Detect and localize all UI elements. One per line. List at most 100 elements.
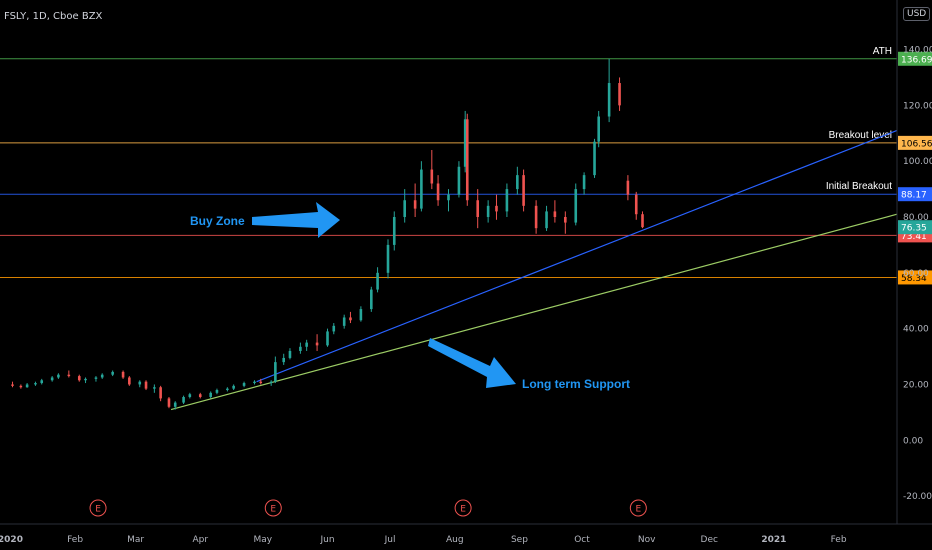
candle [326,328,329,347]
candle-body [167,398,171,407]
earnings-label: E [460,505,466,515]
candle [574,183,578,226]
level-annotation: ATH [873,46,892,57]
level-price-badge [898,270,932,285]
x-tick-label: May [254,535,273,545]
x-tick-label: Jul [384,535,396,545]
annotations: Buy Zone Long term Support [190,202,630,391]
level-price-label: 73.41 [901,232,927,242]
support-arrow [428,338,516,388]
candle-body [138,381,142,385]
candle [138,380,142,388]
trendlines [170,129,898,411]
x-tick-label: Sep [511,535,528,545]
y-tick-label: 60.00 [903,269,929,279]
candle-body [50,377,54,381]
candle [618,77,621,111]
candle [94,376,98,382]
candle [215,388,219,395]
candle [342,314,346,329]
candle-body [159,387,162,399]
candle [198,392,202,399]
candle-body [25,384,29,388]
y-tick-label: 140.00 [903,46,932,56]
candle-body [582,175,586,190]
candle [232,384,235,391]
candle-body [476,200,480,217]
candle-body [607,83,611,117]
y-tick-label: 40.00 [903,325,929,335]
candle [173,401,177,410]
candle-body [215,390,219,393]
candle-body [413,200,417,209]
candle-body [305,342,308,347]
candle [19,384,23,389]
candle-body [34,383,37,385]
candle [476,189,480,229]
candle [153,384,156,393]
candle [253,380,256,385]
candle [626,175,630,201]
candle-body [370,289,373,310]
candle [128,376,131,386]
candle-body [111,371,114,375]
earnings-label: E [270,505,276,515]
candle [486,200,490,223]
candle-body [593,141,596,176]
candle [457,161,461,198]
candle [495,194,498,220]
candle-body [315,342,319,346]
candle-body [332,325,336,332]
x-tick-label: Nov [638,535,656,545]
candle [403,189,406,223]
candle [209,391,212,399]
x-tick-label: Apr [192,535,208,545]
candle [593,138,596,178]
candle-body [326,331,329,346]
candle [436,175,440,206]
candle [447,189,450,212]
candle-body [436,183,440,201]
currency-badge[interactable]: USD [903,7,931,21]
candle-body [463,119,467,167]
candle-body [534,205,538,229]
candle-body [100,374,104,378]
candle [167,397,171,409]
candle [553,200,557,223]
candle-body [564,216,567,223]
candle [50,376,54,382]
candle [392,211,396,251]
candle [121,370,125,379]
candle-body [84,378,87,381]
horizontal-levels: 136.69 ATH 106.56 Breakout level 88.17 Initia… [0,46,932,285]
candle-body [173,402,177,407]
candle-body [282,357,286,363]
candle [111,370,114,377]
candle [40,378,44,385]
candle-body [447,194,450,201]
candle-body [522,175,525,206]
candle-body [232,385,235,389]
candle-body [420,169,423,209]
level-price-badge [898,187,932,202]
last-price-badge [898,220,932,235]
level-annotation: Breakout level [829,130,892,141]
candle [77,374,81,382]
level-price-label: 136.69 [901,55,932,65]
candle [188,392,192,399]
candle-body [505,189,509,212]
trendline [256,129,898,383]
x-tick-label: Mar [127,535,144,545]
earnings-label: E [95,505,101,515]
candle [634,191,638,220]
earnings-label: E [635,505,641,515]
candle [67,370,71,378]
candle [376,267,379,293]
candle [413,183,417,217]
candle [100,373,104,379]
trendline [170,213,898,411]
candle-body [403,200,406,217]
candle-body [77,376,81,381]
x-tick-label: Feb [831,535,847,545]
